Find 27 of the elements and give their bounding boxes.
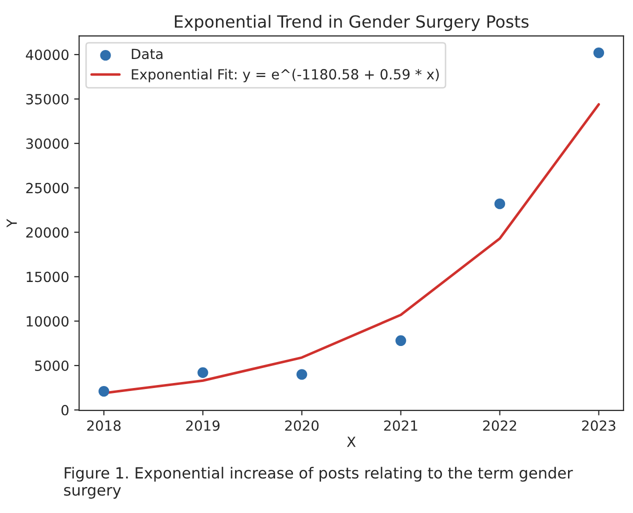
y-tick-label: 25000 [26, 182, 68, 194]
y-tick-label: 20000 [26, 227, 68, 238]
caption: Figure 1. Exponential increase of posts relating to the term gender surgery [64, 466, 573, 499]
x-tick-label: 2022 [483, 420, 516, 431]
legend-label: Exponential Fit: y = e^(-1180.58 + 0.59 * x) [132, 68, 439, 82]
y-tick-label: 35000 [26, 94, 68, 104]
point [98, 386, 110, 397]
legend-label: Data [132, 48, 162, 60]
x-tick-label: 2021 [384, 420, 418, 431]
point [296, 369, 308, 380]
y-tick-label: 30000 [26, 138, 68, 149]
point [395, 335, 406, 346]
x-tick-label: 2023 [582, 420, 616, 431]
y-tick-label: 15000 [26, 272, 68, 282]
point [494, 198, 506, 210]
point [197, 367, 208, 378]
point [593, 47, 604, 58]
chart-title: Exponential Trend in Gender Surgery Posts [174, 14, 529, 32]
x-axis-title: X [346, 436, 356, 447]
y-tick-label: 0 [61, 404, 68, 416]
x-tick-label: 2020 [285, 420, 319, 431]
x-tick-label: 2019 [186, 420, 220, 431]
y-axis-title: Y [6, 218, 17, 228]
y-tick-label: 5000 [35, 360, 68, 372]
x-tick-label: 2018 [87, 420, 121, 431]
y-tick-label: 10000 [26, 316, 68, 327]
y-tick-label: 40000 [26, 50, 68, 60]
